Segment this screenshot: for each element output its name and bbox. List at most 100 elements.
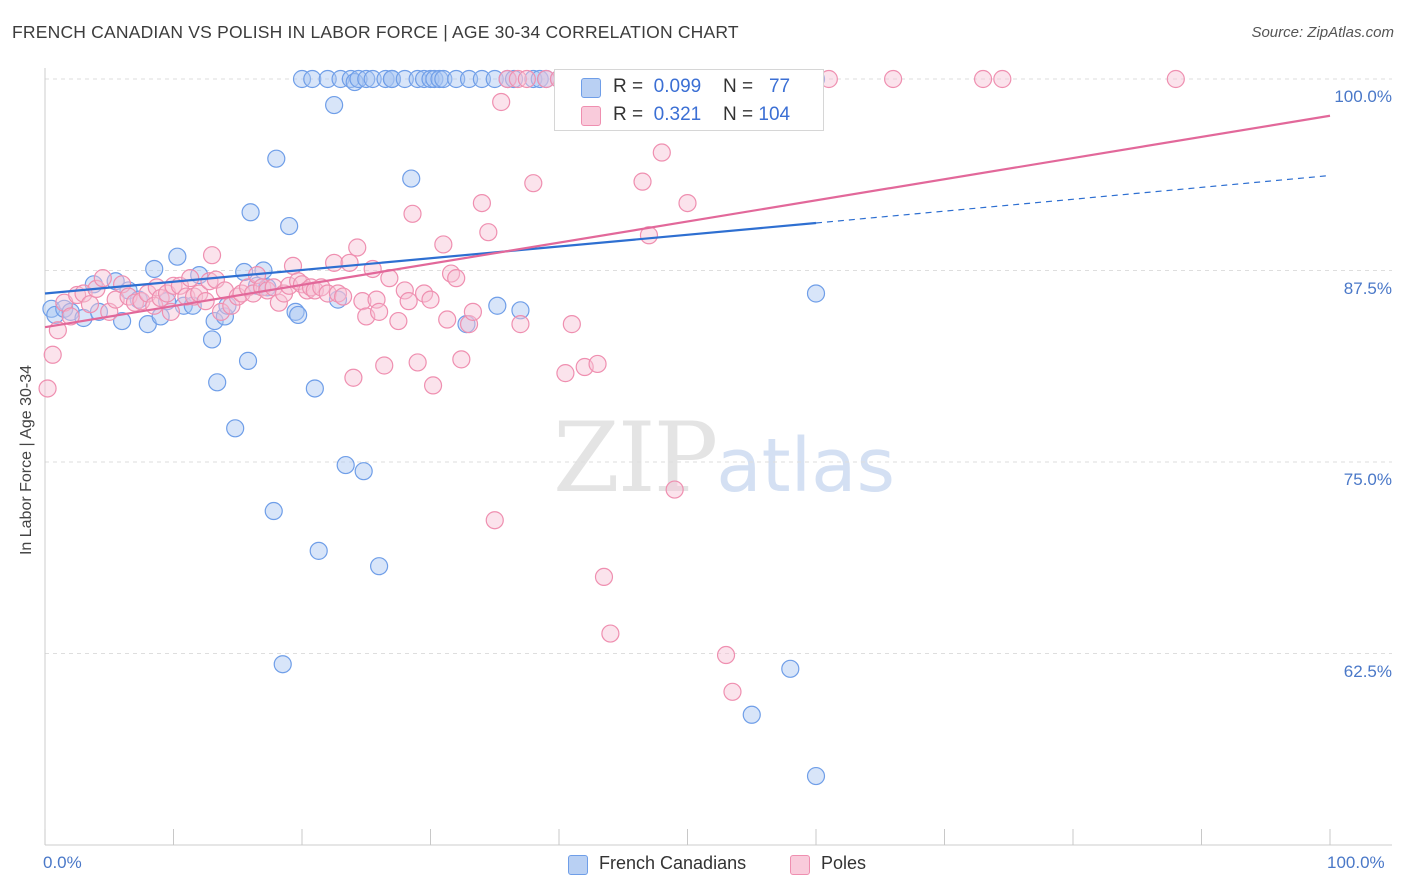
poles-point-83 [479,223,498,242]
poles-point-30 [202,246,222,265]
y-tick-label-2: 75.0% [1343,470,1392,489]
poles-point-32 [211,302,231,321]
french-canadians-point-69 [488,296,507,315]
y-tick-label-1: 87.5% [1343,278,1392,298]
french-canadians-point-73 [524,69,543,89]
legend-swatch-blue [581,78,601,98]
poles-point-85 [492,92,511,112]
poles-point-59 [348,238,367,257]
bottom-legend-french-canadians: French Canadians [599,853,747,873]
poles-point-107 [716,645,736,665]
poles-point-104 [665,480,684,499]
poles-point-86 [498,69,517,89]
french-canadians-trend-line [44,221,817,295]
legend-n-value-pink: 104 [758,104,791,125]
poles-point-81 [463,302,483,321]
french-canadians-point-36 [289,305,308,325]
poles-point-57 [340,253,359,272]
poles-point-79 [452,350,471,369]
french-canadians-point-37 [292,69,312,89]
french-canadians-point-34 [280,216,299,236]
french-canadians-point-59 [414,69,434,89]
french-canadians-point-49 [354,462,373,481]
poles-point-25 [181,269,200,288]
french-canadians-point-52 [370,557,389,576]
french-canadians-point-80 [781,659,800,678]
french-canadians-point-64 [447,69,466,89]
poles-point-97 [594,567,614,587]
french-canadians-point-74 [530,69,549,89]
legend-r-value-blue: 0.099 [653,76,702,97]
poles-point-55 [328,284,348,303]
french-canadians-point-41 [318,69,337,89]
stats-legend-row-pink: R = 0.321 N = 104 [555,102,823,130]
x-tick-label-max: 100.0% [1327,853,1385,872]
french-canadians-point-40 [309,541,328,560]
poles-point-64 [370,302,389,321]
poles-point-75 [434,235,453,254]
poles-point-67 [389,311,408,331]
watermark: ZIPatlas [553,402,895,514]
french-canadians-point-45 [336,455,355,475]
poles-point-68 [395,281,414,300]
poles-point-94 [562,315,581,334]
poles-point-102 [652,143,671,162]
x-tick-label-min: 0.0% [43,853,82,872]
poles-point-9 [93,269,112,288]
french-canadians-point-50 [357,69,376,89]
french-canadians-point-63 [434,69,453,89]
stats-legend: R = 0.099 N = 77 R = 0.321 N = 104 [554,69,824,131]
french-canadians-point-15 [168,247,187,266]
french-canadians-point-81 [806,766,826,786]
poles-point-56 [334,287,353,306]
french-canadians-point-31 [264,501,283,521]
french-canadians-point-24 [226,419,245,438]
french-canadians-point-55 [382,69,402,89]
bottom-legend-poles: Poles [821,853,867,873]
legend-r-pink: R = 0.321 [613,104,702,125]
poles-point-7 [80,295,100,314]
poles-point-114 [1166,69,1185,89]
watermark-zip: ZIP [553,402,718,514]
french-canadians-point-51 [363,69,382,89]
poles-point-105 [678,193,697,213]
poles-point-98 [601,624,620,643]
poles-point-19 [151,288,170,308]
legend-r-value-pink: 0.321 [653,104,702,125]
poles-point-4 [61,307,80,326]
poles-point-76 [438,310,457,329]
poles-point-53 [318,284,337,303]
bottom-legend-swatch-poles [790,855,810,875]
french-canadians-point-21 [208,373,227,392]
poles-point-54 [325,253,344,272]
poles-point-108 [723,682,742,701]
french-canadians-trend-line-extension [815,174,1331,224]
french-canadians-point-19 [202,330,222,349]
french-canadians-point-33 [273,655,292,674]
poles-point-60 [353,292,372,311]
french-canadians-point-67 [472,69,491,89]
poles-point-70 [403,204,422,223]
watermark-atlas: atlas [716,423,896,509]
poles-point-100 [633,172,652,191]
french-canadians-point-68 [485,69,504,89]
french-canadians-point-71 [504,69,524,89]
poles-point-113 [993,69,1012,89]
stats-legend-row-blue: R = 0.099 N = 77 [555,74,823,102]
french-canadians-point-57 [402,169,421,188]
poles-point-69 [399,292,418,311]
french-canadians-point-78 [806,284,826,303]
poles-point-74 [423,376,443,395]
french-canadians-point-32 [267,149,286,168]
poles-point-1 [43,345,62,364]
legend-n-pink: N = 104 [723,104,791,125]
poles-point-0 [38,379,57,398]
french-canadians-point-26 [238,351,258,370]
french-canadians-point-44 [331,69,350,89]
poles-point-112 [973,69,993,89]
legend-r-blue: R = 0.099 [613,76,702,97]
french-canadians-point-12 [145,259,164,279]
legend-swatch-pink [581,106,601,126]
poles-point-73 [421,290,440,309]
